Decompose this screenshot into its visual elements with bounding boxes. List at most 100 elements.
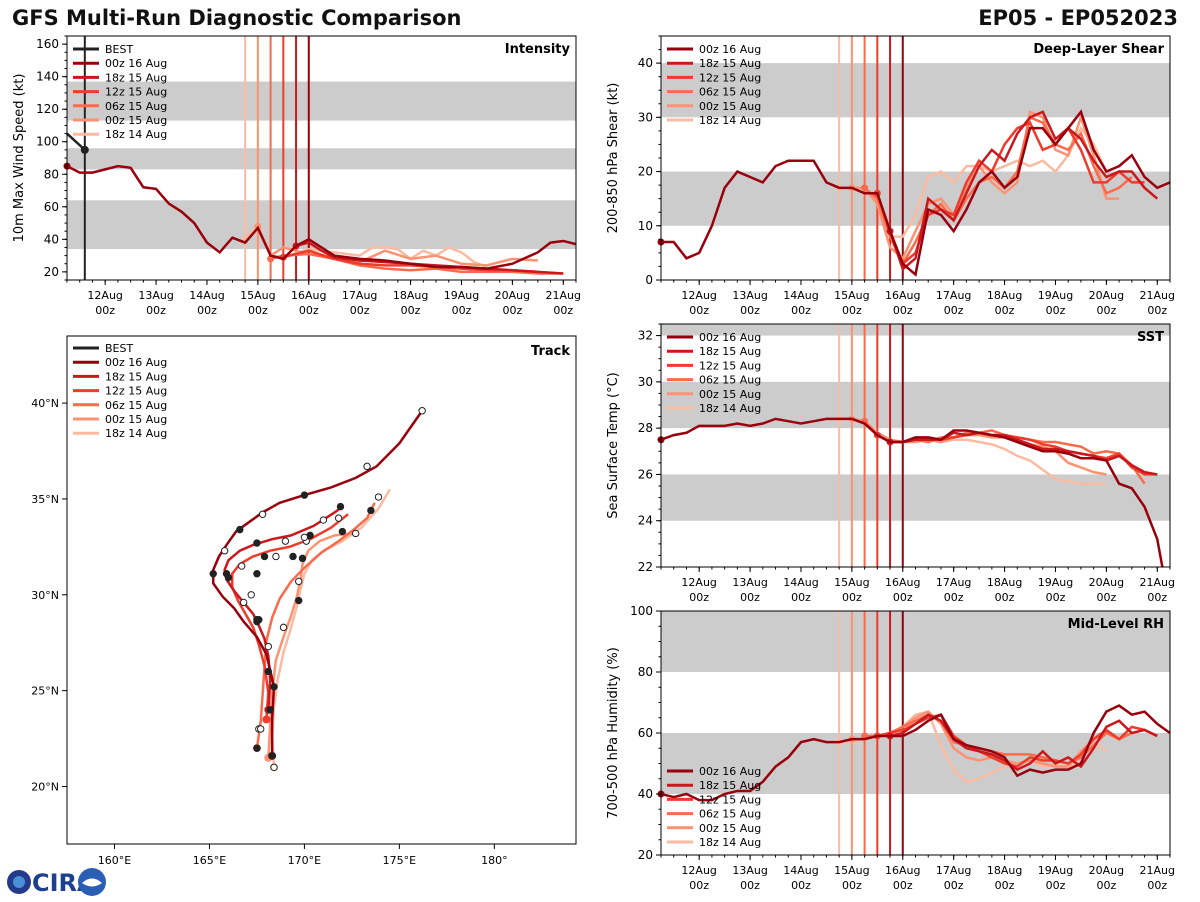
track-xtick-label: 180° bbox=[481, 854, 508, 867]
intensity-xtick-label: 21Aug bbox=[546, 289, 581, 302]
track-day-marker bbox=[258, 510, 267, 518]
rh-xtick-label: 15Aug bbox=[834, 864, 869, 877]
intensity-xtick-label-time: 00z bbox=[350, 304, 370, 317]
sst-xtick-label: 19Aug bbox=[1038, 576, 1073, 589]
track-day-marker bbox=[253, 616, 261, 624]
intensity-shaded-band bbox=[67, 200, 576, 250]
shear-xtick-label-time: 00z bbox=[791, 304, 811, 317]
track-day-marker bbox=[247, 591, 255, 599]
cira-logo: CIRA bbox=[4, 866, 108, 902]
sst-xtick-label-time: 00z bbox=[944, 591, 964, 604]
shear-xtick-label-time: 00z bbox=[944, 304, 964, 317]
rh-ytick-label: 40 bbox=[638, 787, 653, 801]
intensity-series-line-0 bbox=[67, 164, 576, 270]
shear-series-line-1 bbox=[888, 110, 1159, 272]
storm-id-title: EP05 - EP052023 bbox=[978, 6, 1178, 30]
shear-shaded-band bbox=[661, 63, 1170, 118]
rh-panel-title: Mid-Level RH bbox=[1068, 617, 1164, 632]
intensity-ytick-label: 100 bbox=[36, 135, 59, 149]
track-day-marker bbox=[238, 562, 246, 570]
intensity-xtick-label-time: 00z bbox=[248, 304, 268, 317]
sst-series-line-0 bbox=[661, 417, 1164, 567]
track-day-marker bbox=[319, 516, 328, 524]
sst-ylabel: Sea Surface Temp (°C) bbox=[606, 372, 621, 519]
track-day-marker bbox=[334, 514, 343, 522]
intensity-legend-label: 18z 14 Aug bbox=[105, 128, 167, 141]
track-plot-area bbox=[66, 335, 577, 845]
track-panel-title: Track bbox=[531, 344, 570, 359]
track-day-marker bbox=[300, 491, 309, 499]
shear-legend-label: 12z 15 Aug bbox=[699, 71, 761, 84]
rh-xtick-label: 20Aug bbox=[1089, 864, 1124, 877]
track-legend-label: BEST bbox=[105, 342, 133, 355]
intensity-ytick-label: 140 bbox=[36, 70, 59, 84]
shear-legend-label: 00z 15 Aug bbox=[699, 100, 761, 113]
shear-ytick-label: 30 bbox=[638, 110, 653, 124]
track-legend-label: 18z 15 Aug bbox=[105, 370, 167, 383]
sst-xtick-label: 21Aug bbox=[1140, 576, 1175, 589]
sst-xtick-label: 18Aug bbox=[987, 576, 1022, 589]
track-ytick-label: 30°N bbox=[31, 589, 59, 602]
intensity-best-line bbox=[66, 132, 86, 151]
sst-xtick-label: 20Aug bbox=[1089, 576, 1124, 589]
shear-legend-label: 18z 14 Aug bbox=[699, 114, 761, 127]
track-line-4 bbox=[267, 532, 354, 758]
track-day-marker bbox=[253, 744, 261, 752]
sst-xtick-label: 14Aug bbox=[783, 576, 818, 589]
intensity-xtick-label-time: 00z bbox=[401, 304, 421, 317]
track-line-2 bbox=[230, 513, 349, 720]
shear-ytick-label: 10 bbox=[638, 219, 653, 233]
sst-shaded-band bbox=[661, 381, 1170, 429]
intensity-xtick-label: 17Aug bbox=[342, 289, 377, 302]
shear-series-line-0 bbox=[661, 109, 1170, 277]
intensity-ytick-label: 120 bbox=[36, 102, 59, 116]
rh-panel: 20 40 60 80 100 12Aug 00z 13Aug 00z 14Aug 00z 15Aug… bbox=[606, 604, 1175, 892]
sst-xtick-label-time: 00z bbox=[893, 591, 913, 604]
sst-xtick-label: 16Aug bbox=[885, 576, 920, 589]
shear-xtick-label-time: 00z bbox=[1147, 304, 1167, 317]
shear-xtick-label: 15Aug bbox=[834, 289, 869, 302]
intensity-legend-label: 18z 15 Aug bbox=[105, 71, 167, 84]
rh-xtick-label-time: 00z bbox=[893, 879, 913, 892]
sst-xtick-label: 13Aug bbox=[732, 576, 767, 589]
shear-xtick-label-time: 00z bbox=[995, 304, 1015, 317]
track-day-marker bbox=[257, 725, 265, 733]
shear-panel: 0 10 20 30 40 12Aug 00z 13Aug 00z 14Aug 00z 15Aug 00… bbox=[606, 35, 1175, 317]
rh-legend-label: 00z 16 Aug bbox=[699, 765, 761, 778]
track-day-marker bbox=[363, 462, 371, 471]
track-ytick-label: 35°N bbox=[31, 493, 59, 506]
sst-plot-area bbox=[661, 324, 1170, 567]
track-day-marker bbox=[266, 706, 274, 714]
rh-ylabel: 700-500 hPa Humidity (%) bbox=[606, 647, 621, 819]
track-day-marker bbox=[224, 573, 233, 582]
intensity-xtick-label: 13Aug bbox=[138, 289, 173, 302]
rh-legend-label: 00z 15 Aug bbox=[699, 822, 761, 835]
shear-xtick-label: 12Aug bbox=[681, 289, 716, 302]
rh-xtick-label-time: 00z bbox=[944, 879, 964, 892]
intensity-xtick-label: 15Aug bbox=[240, 289, 275, 302]
sst-ytick-label: 30 bbox=[638, 375, 653, 389]
intensity-panel-title: Intensity bbox=[505, 42, 571, 57]
rh-xtick-label: 19Aug bbox=[1038, 864, 1073, 877]
track-day-marker bbox=[300, 533, 309, 541]
track-xtick-label: 170°E bbox=[288, 854, 321, 867]
intensity-xtick-label-time: 00z bbox=[95, 304, 115, 317]
rh-xtick-label-time: 00z bbox=[842, 879, 862, 892]
intensity-xtick-label-time: 00z bbox=[299, 304, 319, 317]
sst-shaded-band bbox=[661, 324, 1170, 336]
shear-xtick-label: 16Aug bbox=[885, 289, 920, 302]
track-ytick-label: 25°N bbox=[31, 685, 59, 698]
intensity-ytick-label: 20 bbox=[44, 265, 59, 279]
shear-ylabel: 200-850 hPa Shear (kt) bbox=[606, 83, 621, 234]
rh-shaded-band bbox=[661, 733, 1170, 794]
shear-xtick-label: 19Aug bbox=[1038, 289, 1073, 302]
track-xtick-label: 165°E bbox=[193, 854, 226, 867]
shear-xtick-label: 20Aug bbox=[1089, 289, 1124, 302]
sst-ytick-label: 32 bbox=[638, 329, 653, 343]
track-day-marker bbox=[220, 547, 229, 555]
intensity-xtick-label: 12Aug bbox=[87, 289, 122, 302]
intensity-xtick-label-time: 00z bbox=[502, 304, 522, 317]
rh-xtick-label: 14Aug bbox=[783, 864, 818, 877]
track-day-marker bbox=[209, 570, 217, 578]
